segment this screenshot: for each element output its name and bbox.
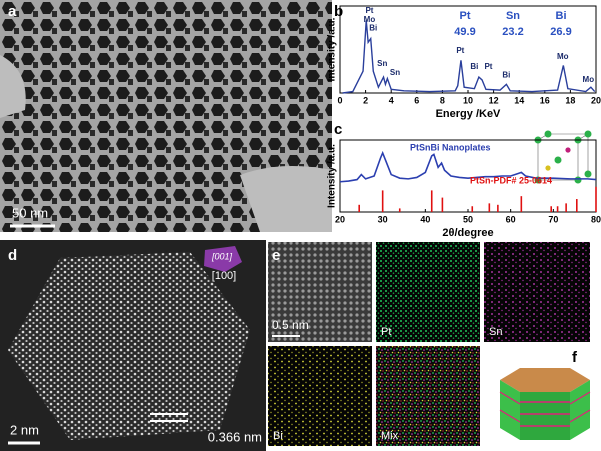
panel-label: f — [572, 349, 578, 366]
element-name: Pt — [460, 10, 471, 22]
x-tick-label: 6 — [414, 95, 419, 105]
peak-label: Bi — [369, 24, 377, 33]
x-tick-label: 0 — [337, 95, 342, 105]
element-name: Sn — [506, 10, 520, 22]
crystal-model — [499, 368, 591, 440]
map-label: Pt — [381, 326, 391, 338]
peak-label: Sn — [377, 59, 387, 68]
element-name: Bi — [556, 10, 567, 22]
map-pt — [376, 242, 480, 342]
x-tick-label: 12 — [489, 95, 499, 105]
map-sn — [484, 242, 590, 342]
x-tick-label: 16 — [540, 95, 550, 105]
x-tick-label: 14 — [514, 95, 524, 105]
x-tick-label: 20 — [591, 95, 601, 105]
peak-label: Mo — [583, 75, 595, 84]
panel-label: e — [272, 247, 280, 264]
spacing-label: 0.366 nm — [208, 429, 262, 444]
x-tick-label: 18 — [565, 95, 575, 105]
x-tick-label: 4 — [389, 95, 394, 105]
y-axis-label: Intensity /a.u. — [327, 144, 338, 208]
peak-label: Mo — [364, 15, 376, 24]
x-tick-label: 20 — [335, 214, 345, 224]
peak-label: Mo — [557, 52, 569, 61]
y-axis-label: Intensity /a.u. — [327, 17, 338, 81]
x-tick-label: 60 — [506, 214, 516, 224]
x-axis-label: 2θ/degree — [442, 227, 493, 239]
pattern-line — [339, 150, 597, 183]
peak-label: Bi — [502, 71, 510, 80]
panel-label: b — [334, 3, 343, 20]
element-percent: 49.9 — [454, 26, 475, 38]
zone-axis: [001] — [211, 251, 233, 261]
x-tick-label: 30 — [378, 214, 388, 224]
x-tick-label: 10 — [463, 95, 473, 105]
peak-label: Pt — [484, 62, 492, 71]
scale-label: 2 nm — [10, 422, 39, 437]
x-tick-label: 80 — [591, 214, 601, 224]
map-bi — [268, 346, 372, 446]
x-tick-label: 40 — [420, 214, 430, 224]
element-percent: 26.9 — [550, 26, 571, 38]
map-label: Sn — [489, 326, 502, 338]
background-region — [0, 55, 26, 118]
element-percent: 23.2 — [502, 26, 523, 38]
x-axis-label: Energy /KeV — [436, 108, 501, 120]
series-label: PtSn-PDF# 25-0614 — [470, 175, 552, 185]
peak-label: Bi — [470, 62, 478, 71]
series-label: PtSnBi Nanoplates — [410, 142, 491, 152]
map-label: Bi — [273, 430, 283, 442]
peak-label: Pt — [456, 46, 464, 55]
spectrum — [342, 20, 596, 94]
peak-label: Pt — [365, 6, 373, 15]
background-region — [240, 166, 332, 232]
scale-label: 0.5 nm — [272, 318, 309, 332]
panel-label: a — [8, 3, 17, 20]
x-tick-label: 70 — [548, 214, 558, 224]
zone-icon — [204, 246, 242, 272]
nanoplate — [8, 252, 250, 440]
map-label: Mix — [381, 430, 399, 442]
panel-label: d — [8, 247, 17, 264]
peak-label: Sn — [390, 68, 400, 77]
map-mix — [376, 346, 480, 446]
x-tick-label: 50 — [463, 214, 473, 224]
scale-label: 50 nm — [12, 205, 48, 220]
x-tick-label: 8 — [440, 95, 445, 105]
hrtem-image — [268, 242, 372, 342]
x-tick-label: 2 — [363, 95, 368, 105]
direction-label: [100] — [212, 270, 236, 282]
panel-label: c — [334, 121, 342, 138]
